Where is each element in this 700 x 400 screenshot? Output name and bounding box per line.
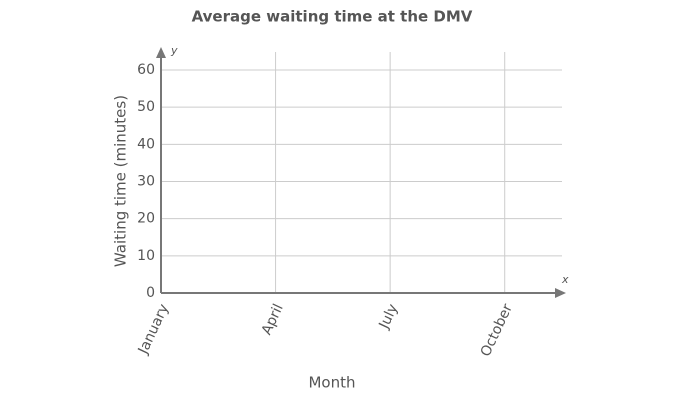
- y-tick-label: 40: [137, 136, 155, 152]
- y-tick-label: 60: [137, 62, 155, 78]
- x-axis-label: Month: [308, 374, 355, 392]
- chart-title: Average waiting time at the DMV: [192, 8, 473, 26]
- y-tick-label: 0: [146, 285, 155, 301]
- y-axis-arrow: [156, 47, 166, 58]
- x-tick-label: April: [259, 302, 287, 338]
- y-tick-label: 50: [137, 99, 155, 115]
- y-tick-label: 20: [137, 211, 155, 227]
- y-axis-letter: y: [170, 44, 178, 57]
- x-tick-label: October: [478, 301, 516, 359]
- y-tick-label: 10: [137, 248, 155, 264]
- x-tick-label: January: [135, 302, 172, 358]
- x-axis-arrow: [555, 288, 566, 298]
- x-axis-letter: x: [561, 273, 569, 286]
- x-tick-label: July: [376, 302, 402, 332]
- y-axis-label: Waiting time (minutes): [112, 95, 130, 267]
- y-tick-label: 30: [137, 174, 155, 190]
